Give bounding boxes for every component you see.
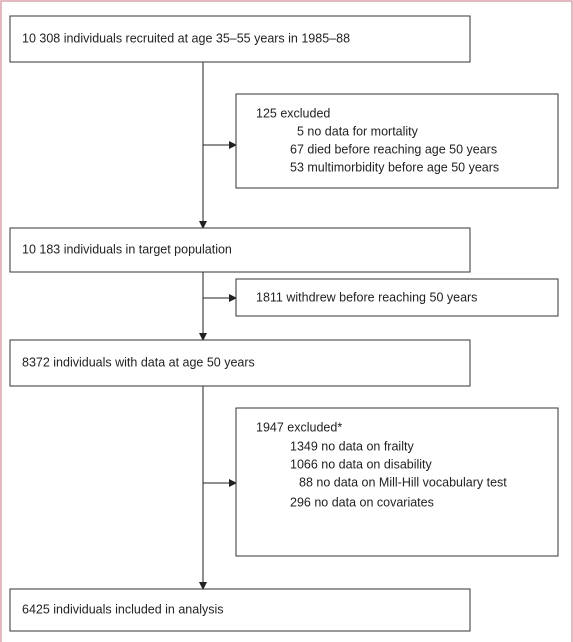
- main-box: [9, 15, 471, 63]
- side-box-item: 1349 no data on frailty: [290, 439, 414, 453]
- main-box: [9, 588, 471, 632]
- side-box-title: 1811 withdrew before reaching 50 years: [256, 290, 477, 304]
- side-box-item: 53 multimorbidity before age 50 years: [290, 160, 499, 174]
- main-box: [9, 339, 471, 387]
- main-box-text: 10 308 individuals recruited at age 35–5…: [22, 31, 350, 45]
- main-box-text: 6425 individuals included in analysis: [22, 602, 224, 616]
- side-box-item: 67 died before reaching age 50 years: [290, 142, 497, 156]
- side-box-item: 1066 no data on disability: [290, 457, 433, 471]
- main-box-text: 10 183 individuals in target population: [22, 242, 232, 256]
- side-box-title: 1947 excluded*: [256, 420, 342, 434]
- side-box-title: 125 excluded: [256, 106, 330, 120]
- side-box-item: 5 no data for mortality: [297, 124, 419, 138]
- side-box-item: 88 no data on Mill-Hill vocabulary test: [299, 475, 507, 489]
- side-box: [235, 278, 559, 317]
- main-box-text: 8372 individuals with data at age 50 yea…: [22, 355, 255, 369]
- side-box: [235, 407, 559, 557]
- main-box: [9, 227, 471, 273]
- diagram-layer: 10 308 individuals recruited at age 35–5…: [9, 15, 559, 632]
- side-box-item: 296 no data on covariates: [290, 495, 434, 509]
- side-box: [235, 93, 559, 189]
